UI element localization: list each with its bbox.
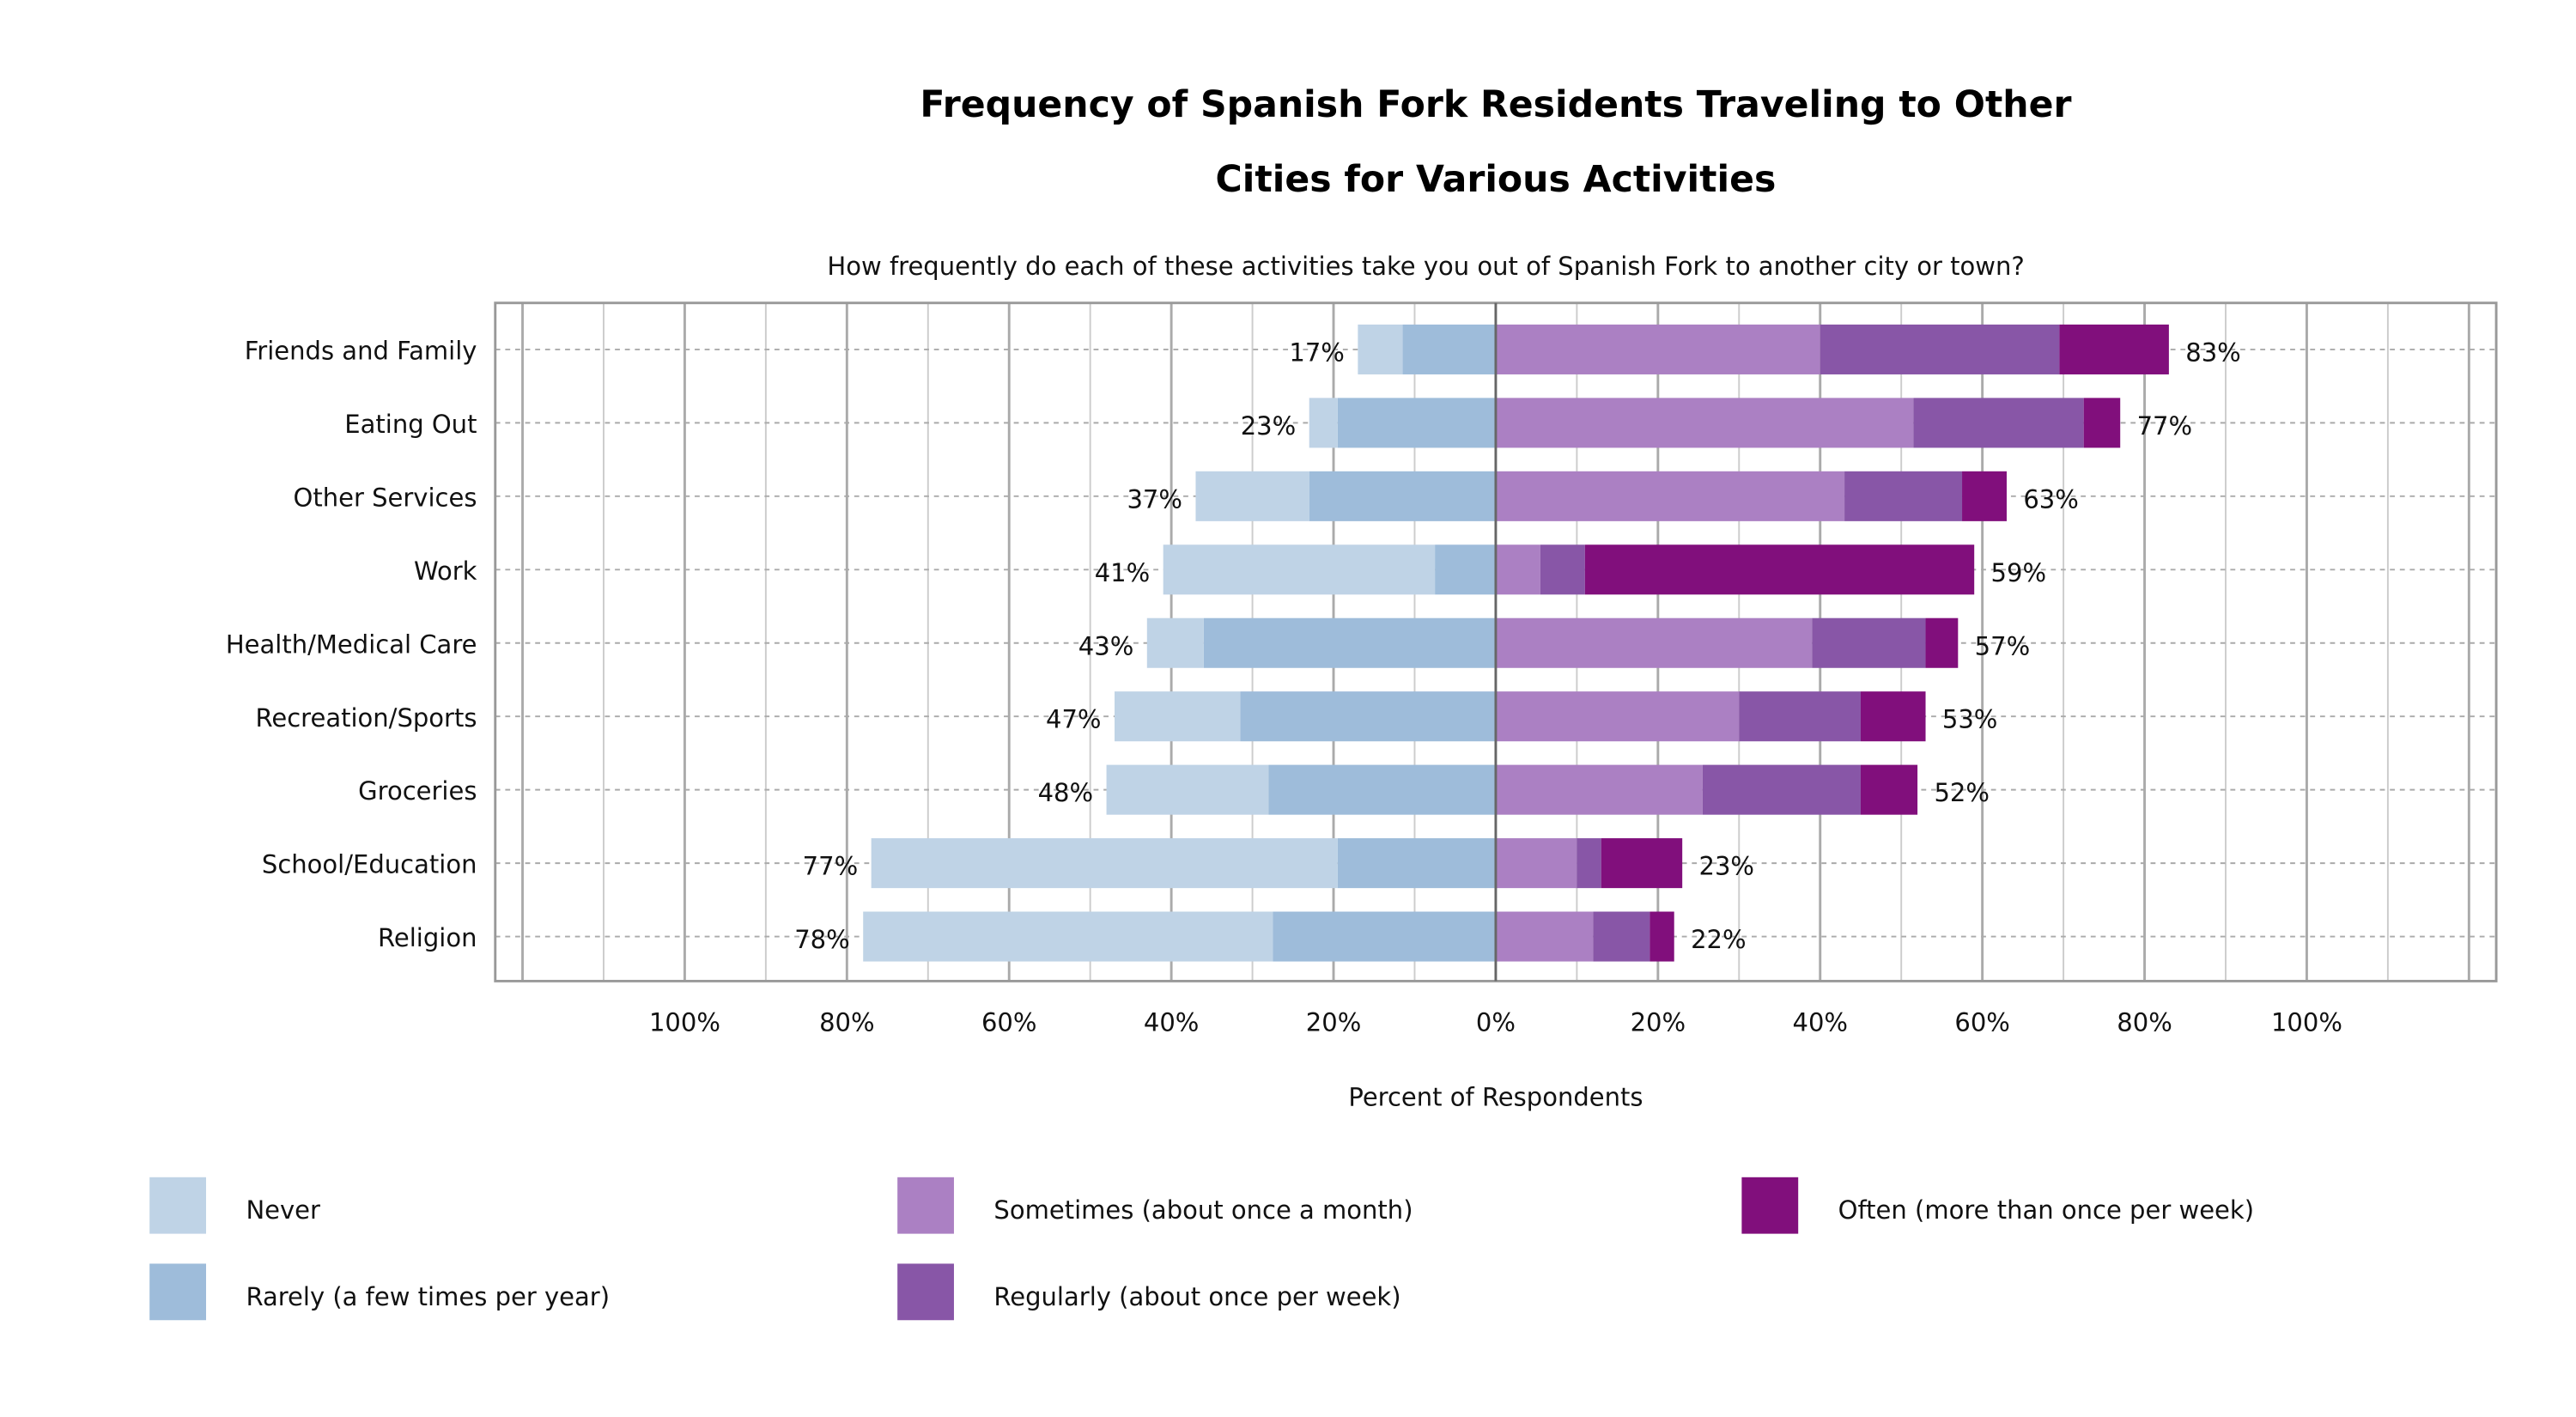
- negative-total-label: 37%: [1127, 484, 1182, 514]
- positive-total-label: 57%: [1975, 631, 2031, 660]
- chart-subtitle: How frequently do each of these activiti…: [827, 252, 2024, 281]
- x-tick-label: 60%: [1954, 1007, 2010, 1037]
- x-tick-label: 20%: [1631, 1007, 1686, 1037]
- legend-swatch: [149, 1263, 206, 1321]
- bar-often: [2083, 398, 2121, 448]
- x-tick-label: 40%: [1792, 1007, 1847, 1037]
- bar-sometimes: [1495, 838, 1577, 889]
- bar-sometimes: [1495, 764, 1703, 815]
- legend-label: Sometimes (about once a month): [993, 1195, 1413, 1225]
- bar-never: [1309, 398, 1338, 448]
- bar-often: [1584, 544, 1975, 595]
- legend-swatch: [897, 1263, 954, 1321]
- bar-rarely: [1240, 691, 1496, 742]
- x-tick-label: 60%: [981, 1007, 1037, 1037]
- category-label: Recreation/Sports: [256, 703, 477, 733]
- bar-sometimes: [1495, 691, 1740, 742]
- positive-total-label: 23%: [1699, 852, 1755, 881]
- bar-sometimes: [1495, 617, 1813, 668]
- bar-sometimes: [1495, 398, 1914, 448]
- negative-total-label: 43%: [1078, 631, 1134, 660]
- x-tick-label: 0%: [1476, 1007, 1516, 1037]
- category-label: Eating Out: [344, 410, 477, 439]
- legend-label: Never: [246, 1195, 320, 1225]
- bar-rarely: [1435, 544, 1496, 595]
- bar-often: [1649, 911, 1674, 962]
- x-tick-label: 20%: [1306, 1007, 1362, 1037]
- bar-never: [1195, 471, 1309, 521]
- bar-regularly: [1577, 838, 1601, 889]
- bar-regularly: [1812, 617, 1926, 668]
- category-label: Groceries: [358, 776, 477, 806]
- negative-total-label: 78%: [794, 925, 850, 954]
- bar-often: [1962, 471, 2007, 521]
- bar-regularly: [1739, 691, 1861, 742]
- bar-rarely: [1309, 471, 1496, 521]
- negative-total-label: 48%: [1038, 778, 1094, 807]
- chart-title-line-2: Cities for Various Activities: [1216, 158, 1777, 201]
- bar-rarely: [1337, 398, 1496, 448]
- bar-rarely: [1337, 838, 1496, 889]
- legend-label: Rarely (a few times per year): [246, 1282, 610, 1311]
- category-label: Health/Medical Care: [226, 629, 477, 659]
- bar-never: [871, 838, 1338, 889]
- bar-never: [1115, 691, 1241, 742]
- bar-rarely: [1203, 617, 1496, 668]
- bar-sometimes: [1495, 544, 1540, 595]
- negative-total-label: 41%: [1095, 558, 1151, 587]
- legend-label: Often (more than once per week): [1838, 1195, 2254, 1225]
- bar-rarely: [1273, 911, 1496, 962]
- positive-total-label: 63%: [2023, 484, 2078, 514]
- x-tick-label: 80%: [819, 1007, 875, 1037]
- bar-rarely: [1268, 764, 1496, 815]
- bar-regularly: [1593, 911, 1650, 962]
- bar-sometimes: [1495, 471, 1845, 521]
- bar-regularly: [1820, 324, 2060, 374]
- category-label: Work: [414, 556, 477, 586]
- bar-regularly: [1702, 764, 1861, 815]
- category-label: Religion: [378, 923, 477, 952]
- positive-total-label: 22%: [1691, 925, 1747, 954]
- bar-often: [1925, 617, 1959, 668]
- bar-often: [1601, 838, 1683, 889]
- negative-total-label: 77%: [803, 852, 859, 881]
- legend-swatch: [149, 1177, 206, 1234]
- bar-never: [863, 911, 1273, 962]
- legend-swatch: [897, 1177, 954, 1234]
- bar-regularly: [1540, 544, 1585, 595]
- x-axis-label: Percent of Respondents: [1348, 1083, 1643, 1112]
- x-tick-label: 40%: [1144, 1007, 1200, 1037]
- bar-never: [1163, 544, 1436, 595]
- category-label: Other Services: [294, 483, 477, 512]
- positive-total-label: 52%: [1934, 778, 1990, 807]
- positive-total-label: 59%: [1991, 558, 2047, 587]
- x-tick-label: 100%: [2271, 1007, 2342, 1037]
- bar-regularly: [1844, 471, 1963, 521]
- legend-swatch: [1741, 1177, 1799, 1234]
- positive-total-label: 53%: [1942, 705, 1998, 734]
- x-tick-label: 80%: [2117, 1007, 2172, 1037]
- x-tick-label: 100%: [649, 1007, 720, 1037]
- positive-total-label: 77%: [2137, 411, 2192, 441]
- negative-total-label: 47%: [1046, 705, 1102, 734]
- bar-often: [2059, 324, 2169, 374]
- category-label: Friends and Family: [245, 337, 477, 366]
- bar-never: [1146, 617, 1204, 668]
- bar-often: [1860, 691, 1926, 742]
- legend-label: Regularly (about once per week): [993, 1282, 1400, 1311]
- bar-never: [1106, 764, 1269, 815]
- chart-title-line-1: Frequency of Spanish Fork Residents Trav…: [920, 83, 2071, 126]
- positive-total-label: 83%: [2185, 338, 2241, 367]
- bar-often: [1860, 764, 1918, 815]
- bar-regularly: [1913, 398, 2084, 448]
- bar-sometimes: [1495, 911, 1594, 962]
- bar-sometimes: [1495, 324, 1820, 374]
- negative-total-label: 17%: [1289, 338, 1345, 367]
- bar-never: [1358, 324, 1403, 374]
- negative-total-label: 23%: [1241, 411, 1297, 441]
- bar-rarely: [1402, 324, 1496, 374]
- category-label: School/Education: [262, 850, 477, 879]
